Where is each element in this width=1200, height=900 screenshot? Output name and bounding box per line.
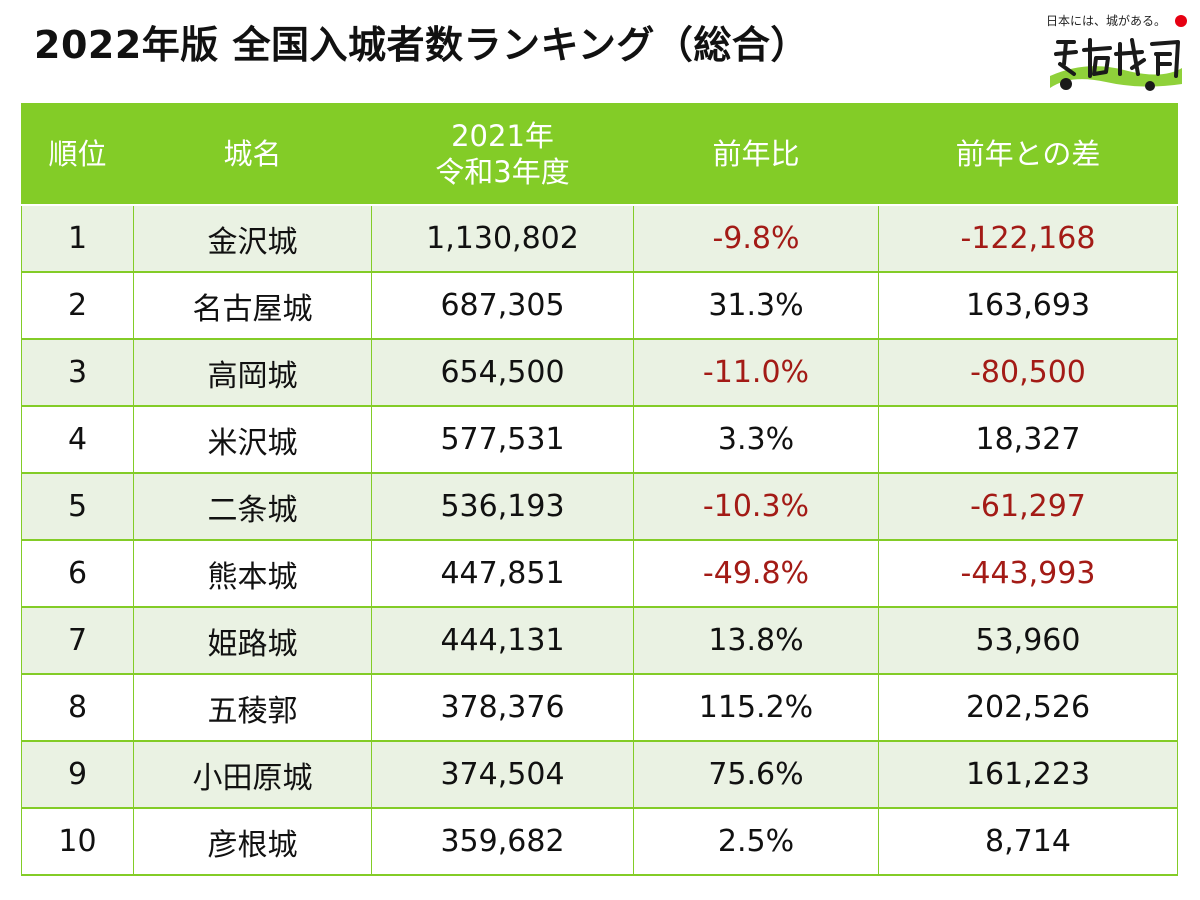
visitors-cell: 1,130,802 bbox=[371, 205, 634, 273]
visitors-cell: 447,851 bbox=[371, 540, 634, 608]
castle-name-cell: 二条城 bbox=[133, 473, 372, 541]
table-row: 3 高岡城 654,500 -11.0% -80,500 bbox=[21, 339, 1178, 407]
table-row: 2 名古屋城 687,305 31.3% 163,693 bbox=[21, 272, 1178, 340]
diff-cell: 163,693 bbox=[878, 272, 1178, 340]
diff-cell: -443,993 bbox=[878, 540, 1178, 608]
visitors-cell: 378,376 bbox=[371, 674, 634, 742]
visitors-cell: 444,131 bbox=[371, 607, 634, 675]
col-header-rank: 順位 bbox=[21, 103, 134, 206]
table-row: 8 五稜郭 378,376 115.2% 202,526 bbox=[21, 674, 1178, 742]
table-body: 1 金沢城 1,130,802 -9.8% -122,168 2 名古屋城 68… bbox=[21, 205, 1178, 876]
table-row: 1 金沢城 1,130,802 -9.8% -122,168 bbox=[21, 205, 1178, 273]
visitors-cell: 536,193 bbox=[371, 473, 634, 541]
diff-cell: 202,526 bbox=[878, 674, 1178, 742]
diff-cell: -122,168 bbox=[878, 205, 1178, 273]
col-header-visitors-era: 令和3年度 bbox=[435, 155, 570, 189]
castle-name-cell: 米沢城 bbox=[133, 406, 372, 474]
table-row: 5 二条城 536,193 -10.3% -61,297 bbox=[21, 473, 1178, 541]
yoy-cell: -11.0% bbox=[633, 339, 879, 407]
table-row: 4 米沢城 577,531 3.3% 18,327 bbox=[21, 406, 1178, 474]
rank-cell: 3 bbox=[21, 339, 134, 407]
col-header-visitors: 2021年 令和3年度 bbox=[371, 103, 634, 206]
yoy-cell: 3.3% bbox=[633, 406, 879, 474]
table-row: 6 熊本城 447,851 -49.8% -443,993 bbox=[21, 540, 1178, 608]
yoy-cell: 2.5% bbox=[633, 808, 879, 876]
visitors-cell: 374,504 bbox=[371, 741, 634, 809]
japan-flag-icon bbox=[1172, 12, 1190, 30]
diff-cell: 161,223 bbox=[878, 741, 1178, 809]
diff-cell: 8,714 bbox=[878, 808, 1178, 876]
shiro-logo-icon bbox=[1050, 38, 1182, 91]
ranking-table: 順位 城名 2021年 令和3年度 前年比 前年との差 1 金沢城 1,130,… bbox=[21, 103, 1178, 876]
table-row: 7 姫路城 444,131 13.8% 53,960 bbox=[21, 607, 1178, 675]
yoy-cell: 75.6% bbox=[633, 741, 879, 809]
table-row: 10 彦根城 359,682 2.5% 8,714 bbox=[21, 808, 1178, 876]
col-header-visitors-year: 2021年 bbox=[451, 119, 554, 153]
logo-tagline: 日本には、城がある。 bbox=[1046, 14, 1167, 28]
rank-cell: 8 bbox=[21, 674, 134, 742]
rank-cell: 7 bbox=[21, 607, 134, 675]
col-header-castle: 城名 bbox=[133, 103, 372, 206]
rank-cell: 2 bbox=[21, 272, 134, 340]
diff-cell: -80,500 bbox=[878, 339, 1178, 407]
rank-cell: 9 bbox=[21, 741, 134, 809]
site-logo: 日本には、城がある。 bbox=[1040, 8, 1190, 100]
yoy-cell: 13.8% bbox=[633, 607, 879, 675]
col-header-yoy: 前年比 bbox=[633, 103, 879, 206]
yoy-cell: -10.3% bbox=[633, 473, 879, 541]
rank-cell: 5 bbox=[21, 473, 134, 541]
table-row: 9 小田原城 374,504 75.6% 161,223 bbox=[21, 741, 1178, 809]
col-header-diff: 前年との差 bbox=[878, 103, 1178, 206]
yoy-cell: 31.3% bbox=[633, 272, 879, 340]
visitors-cell: 654,500 bbox=[371, 339, 634, 407]
castle-name-cell: 小田原城 bbox=[133, 741, 372, 809]
castle-name-cell: 彦根城 bbox=[133, 808, 372, 876]
castle-name-cell: 名古屋城 bbox=[133, 272, 372, 340]
yoy-cell: -49.8% bbox=[633, 540, 879, 608]
yoy-cell: 115.2% bbox=[633, 674, 879, 742]
rank-cell: 1 bbox=[21, 205, 134, 273]
diff-cell: 53,960 bbox=[878, 607, 1178, 675]
visitors-cell: 577,531 bbox=[371, 406, 634, 474]
rank-cell: 10 bbox=[21, 808, 134, 876]
diff-cell: 18,327 bbox=[878, 406, 1178, 474]
rank-cell: 4 bbox=[21, 406, 134, 474]
castle-name-cell: 金沢城 bbox=[133, 205, 372, 273]
visitors-cell: 359,682 bbox=[371, 808, 634, 876]
castle-name-cell: 高岡城 bbox=[133, 339, 372, 407]
diff-cell: -61,297 bbox=[878, 473, 1178, 541]
page-title: 2022年版 全国入城者数ランキング（総合） bbox=[34, 23, 809, 67]
castle-name-cell: 熊本城 bbox=[133, 540, 372, 608]
castle-name-cell: 五稜郭 bbox=[133, 674, 372, 742]
castle-name-cell: 姫路城 bbox=[133, 607, 372, 675]
yoy-cell: -9.8% bbox=[633, 205, 879, 273]
table-header-row: 順位 城名 2021年 令和3年度 前年比 前年との差 bbox=[21, 103, 1178, 206]
rank-cell: 6 bbox=[21, 540, 134, 608]
visitors-cell: 687,305 bbox=[371, 272, 634, 340]
